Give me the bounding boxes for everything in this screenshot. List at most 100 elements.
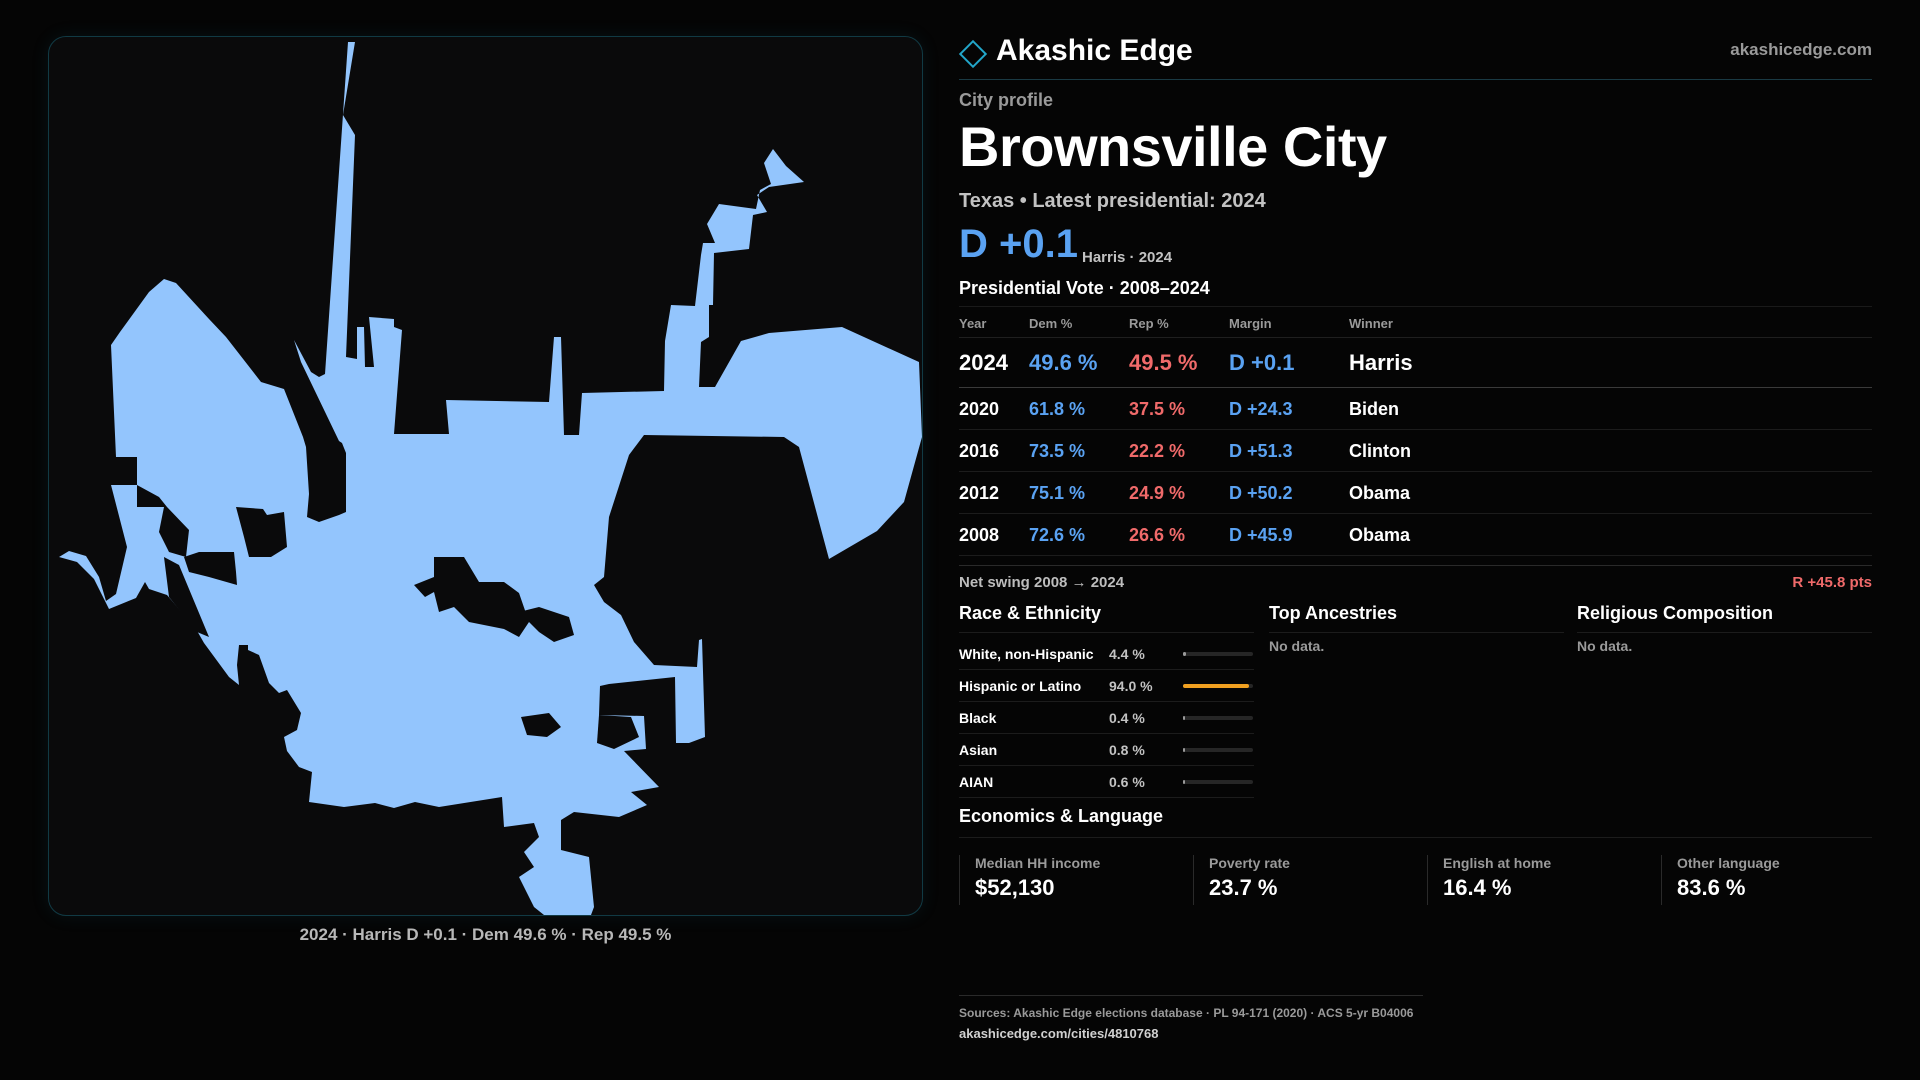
race-percent: 4.4 % xyxy=(1109,646,1145,662)
dem-cell: 49.6 % xyxy=(1029,350,1098,375)
sources-url-link[interactable]: akashicedge.com/cities/4810768 xyxy=(959,1026,1159,1041)
map-hole xyxy=(519,607,574,642)
column-header-dem: Dem % xyxy=(1029,316,1073,331)
profile-eyebrow: City profile xyxy=(959,90,1054,110)
year-cell: 2020 xyxy=(959,399,1000,419)
stat-label: Other language xyxy=(1677,855,1780,871)
stat-label: English at home xyxy=(1443,855,1552,871)
race-ethnicity-title: Race & Ethnicity xyxy=(959,603,1254,633)
presidential-vote-title: Presidential Vote · 2008–2024 xyxy=(959,278,1210,298)
winner-cell: Biden xyxy=(1349,399,1400,419)
winner-cell: Harris xyxy=(1349,350,1413,375)
year-cell: 2016 xyxy=(959,441,1000,461)
race-percent: 0.6 % xyxy=(1109,774,1145,790)
net-swing-row: Net swing 2008 → 2024 R +45.8 pts xyxy=(959,565,1872,595)
rep-cell: 37.5 % xyxy=(1129,399,1186,419)
net-swing-value: R +45.8 pts xyxy=(1792,574,1872,591)
race-bar-fill xyxy=(1183,684,1249,688)
map-hole xyxy=(164,557,209,637)
winner-cell: Clinton xyxy=(1349,441,1411,461)
dem-cell: 75.1 % xyxy=(1029,483,1086,503)
race-name: AIAN xyxy=(959,774,994,790)
race-bar-track xyxy=(1183,780,1253,784)
table-row: 2012 75.1 % 24.9 % D +50.2 Obama xyxy=(959,472,1872,514)
map-hole xyxy=(521,713,561,737)
city-boundary-shape xyxy=(59,42,922,915)
race-name: Hispanic or Latino xyxy=(959,678,1082,694)
winner-cell: Obama xyxy=(1349,483,1411,503)
race-percent: 0.8 % xyxy=(1109,742,1145,758)
profile-subtitle: Texas • Latest presidential: 2024 xyxy=(959,190,1266,212)
year-cell: 2012 xyxy=(959,483,1000,503)
economics-language-title: Economics & Language xyxy=(959,806,1164,826)
column-header-year: Year xyxy=(959,316,987,331)
diamond-logo-icon xyxy=(958,39,988,69)
sources-text: Sources: Akashic Edge elections database… xyxy=(959,1006,1414,1020)
ancestries-empty-text: No data. xyxy=(1269,638,1325,654)
net-swing-label: Net swing 2008 → 2024 xyxy=(959,574,1125,591)
race-bar-fill xyxy=(1183,652,1186,656)
race-ethnicity-table: White, non-Hispanic 4.4 % Hispanic or La… xyxy=(959,638,1254,798)
list-item: AIAN 0.6 % xyxy=(959,766,1254,798)
margin-cell: D +0.1 xyxy=(1229,350,1295,375)
race-bar-fill xyxy=(1183,716,1185,720)
margin-cell: D +45.9 xyxy=(1229,525,1293,545)
stat-median-income: Median HH income $52,130 xyxy=(959,855,1193,905)
table-row: 2008 72.6 % 26.6 % D +45.9 Obama xyxy=(959,514,1872,556)
margin-cell: D +51.3 xyxy=(1229,441,1293,461)
rep-cell: 49.5 % xyxy=(1129,350,1198,375)
list-item: Hispanic or Latino 94.0 % xyxy=(959,670,1254,702)
map-holes xyxy=(137,485,639,749)
winner-cell: Obama xyxy=(1349,525,1411,545)
table-row: 2024 49.6 % 49.5 % D +0.1 Harris xyxy=(959,338,1872,388)
brand-header: Akashic Edge akashicedge.com xyxy=(958,30,1872,80)
latest-margin-note: Harris · 2024 xyxy=(1082,249,1173,266)
page-title: Brownsville City xyxy=(959,115,1387,178)
presidential-vote-table: Year Dem % Rep % Margin Winner 2024 49.6… xyxy=(959,306,1872,556)
religious-composition-title: Religious Composition xyxy=(1577,603,1872,633)
race-bar-track xyxy=(1183,652,1253,656)
city-boundary-map xyxy=(59,42,922,915)
map-caption: 2024 · Harris D +0.1 · Dem 49.6 % · Rep … xyxy=(299,925,672,944)
dem-cell: 61.8 % xyxy=(1029,399,1086,419)
race-bar-track xyxy=(1183,748,1253,752)
race-name: White, non-Hispanic xyxy=(959,646,1094,662)
brand-url-link[interactable]: akashicedge.com xyxy=(1730,40,1872,59)
religion-empty-text: No data. xyxy=(1577,638,1633,654)
race-name: Asian xyxy=(959,742,998,758)
stat-english-at-home: English at home 16.4 % xyxy=(1427,855,1661,905)
year-cell: 2024 xyxy=(959,350,1008,375)
stat-poverty-rate: Poverty rate 23.7 % xyxy=(1193,855,1427,905)
map-hole xyxy=(184,552,237,585)
stat-value: $52,130 xyxy=(975,875,1055,900)
race-bar-fill xyxy=(1183,748,1185,752)
race-percent: 0.4 % xyxy=(1109,710,1145,726)
dem-cell: 73.5 % xyxy=(1029,441,1086,461)
column-header-rep: Rep % xyxy=(1129,316,1169,331)
list-item: Asian 0.8 % xyxy=(959,734,1254,766)
divider xyxy=(959,837,1872,838)
stat-value: 83.6 % xyxy=(1677,875,1746,900)
race-bar-track xyxy=(1183,716,1253,720)
column-header-winner: Winner xyxy=(1349,316,1393,331)
rep-cell: 26.6 % xyxy=(1129,525,1186,545)
column-header-margin: Margin xyxy=(1229,316,1272,331)
margin-cell: D +24.3 xyxy=(1229,399,1293,419)
brand-name[interactable]: Akashic Edge xyxy=(996,34,1193,67)
rep-cell: 24.9 % xyxy=(1129,483,1186,503)
map-panel[interactable] xyxy=(48,36,923,916)
stat-value: 16.4 % xyxy=(1443,875,1512,900)
latest-margin: D +0.1 xyxy=(959,222,1078,266)
table-row: 2016 73.5 % 22.2 % D +51.3 Clinton xyxy=(959,430,1872,472)
map-hole xyxy=(236,507,287,557)
profile-panel: Akashic Edge akashicedge.com City profil… xyxy=(958,0,1872,1080)
year-cell: 2008 xyxy=(959,525,1000,545)
list-item: Black 0.4 % xyxy=(959,702,1254,734)
top-ancestries-title: Top Ancestries xyxy=(1269,603,1564,633)
race-name: Black xyxy=(959,710,997,726)
map-hole xyxy=(414,557,529,637)
table-row: 2020 61.8 % 37.5 % D +24.3 Biden xyxy=(959,388,1872,430)
list-item: White, non-Hispanic 4.4 % xyxy=(959,638,1254,670)
stat-label: Poverty rate xyxy=(1209,855,1290,871)
margin-cell: D +50.2 xyxy=(1229,483,1293,503)
